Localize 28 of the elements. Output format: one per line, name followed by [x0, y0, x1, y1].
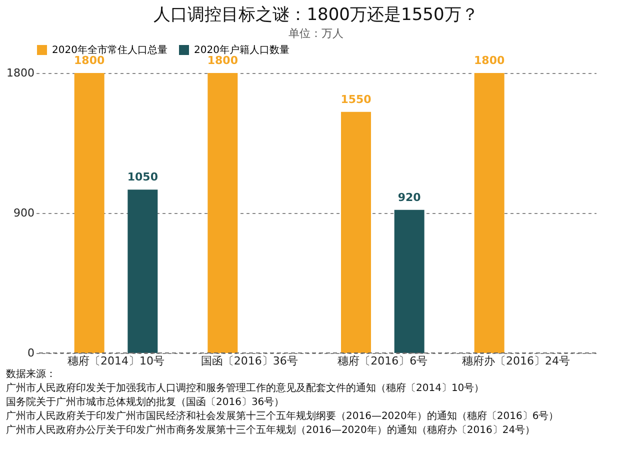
chart-title: 人口调控目标之谜：1800万还是1550万？	[154, 5, 478, 25]
text: 广州市人民政府办公厅关于印发广州市商务发展第十三个五年规划（2016—2020年）的通知（穗府办〔2016〕24号）	[6, 424, 536, 438]
chart-subtitle: 单位：万人	[288, 27, 344, 40]
legend-label: 2020年全市常住人口总量	[52, 44, 168, 56]
y-tick-label: 1800	[6, 66, 34, 80]
legend-label: 2020年户籍人口数量	[194, 44, 290, 56]
text: 国务院关于广州市城市总体规划的批复（国函〔2016〕36号）	[6, 396, 286, 410]
x-tick-label: 穗府办〔2016〕24号	[462, 354, 570, 368]
bar	[341, 112, 371, 353]
data-label: 1050	[127, 170, 158, 184]
y-tick-label: 900	[14, 206, 34, 220]
data-label: 1800	[474, 54, 505, 67]
text: 广州市人民政府印发关于加强我市人口调控和服务管理工作的意见及配套文件的通知（穗府〔2014〕10号）	[6, 382, 486, 396]
text: 广州市人民政府关于印发广州市国民经济和社会发展第十三个五年规划纲要（2016—2020年）的通知（穗府〔2016〕6号）	[6, 410, 560, 424]
data-label: 1800	[207, 54, 238, 67]
data-label: 1800	[74, 54, 105, 67]
bar	[394, 210, 424, 353]
bar	[208, 73, 238, 353]
y-tick-label: 0	[28, 346, 34, 360]
x-tick-label: 穗府〔2014〕10号	[68, 354, 164, 368]
data-label: 920	[398, 190, 422, 204]
bar	[74, 73, 104, 353]
bar	[128, 190, 158, 353]
bar	[474, 73, 504, 353]
data-label: 1550	[340, 92, 372, 106]
x-tick-label: 穗府〔2016〕6号	[338, 354, 428, 368]
source-note: 数据来源：	[6, 368, 57, 382]
x-tick-label: 国函〔2016〕36号	[200, 354, 298, 368]
